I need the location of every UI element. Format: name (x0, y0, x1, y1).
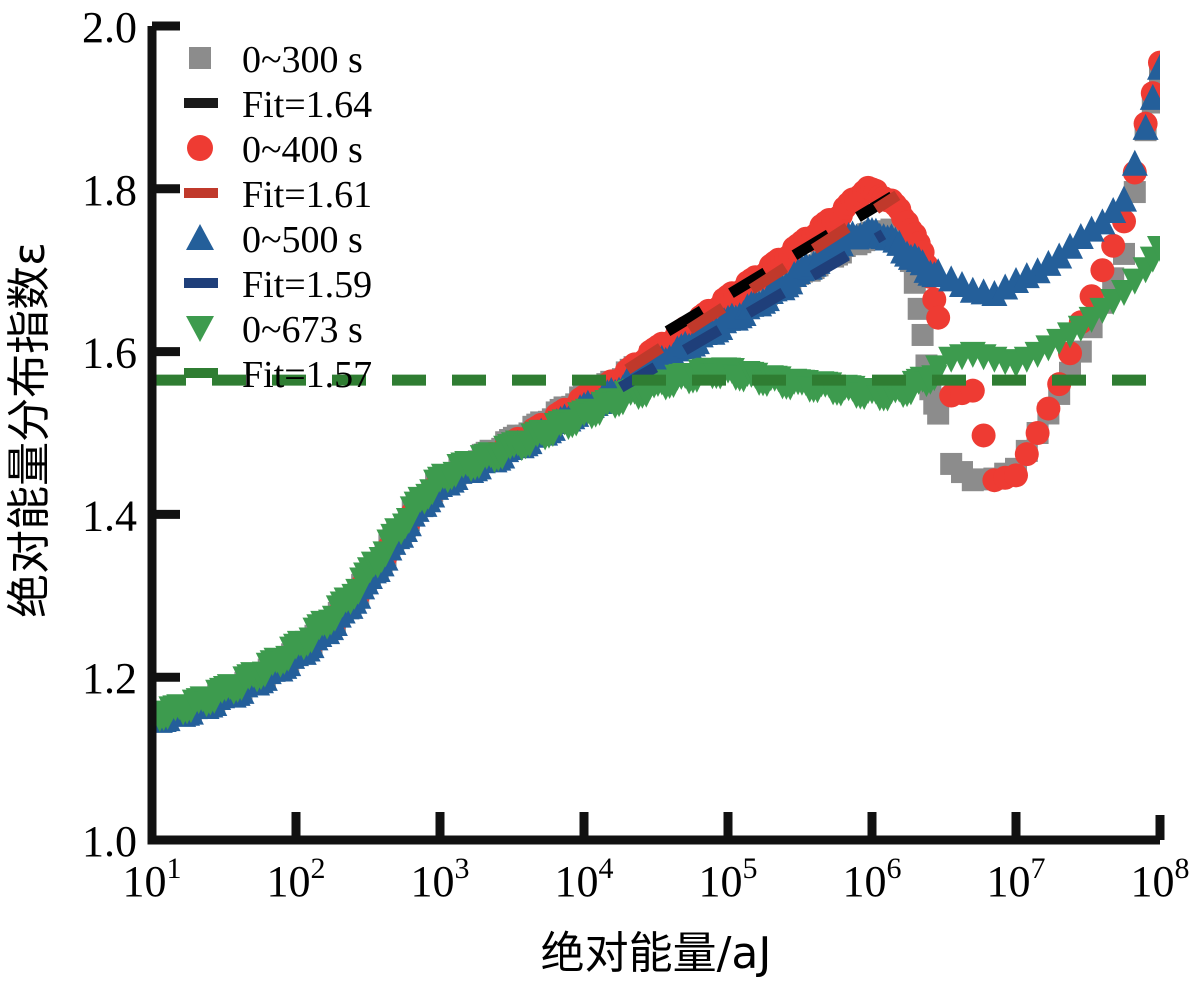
legend-item-4[interactable]: Fit=1.61 (184, 174, 372, 216)
data-point-triangle-up (1111, 185, 1137, 212)
data-point-triangle-up (1121, 149, 1148, 176)
data-point-triangle-down (1111, 279, 1137, 306)
y-tick-label: 2.0 (82, 3, 137, 52)
legend-label: Fit=1.61 (242, 174, 372, 216)
data-point-circle (1036, 396, 1061, 421)
data-point-triangle-down (1147, 236, 1160, 263)
legend-item-1[interactable]: 0~300 s (189, 39, 363, 81)
legend-item-6[interactable]: Fit=1.59 (184, 264, 372, 306)
x-axis-tick-labels: 101 102 103 104 105 106 107 108 (123, 852, 1190, 906)
x-tick-label: 108 (1131, 852, 1190, 906)
y-axis-tick-labels: 2.0 1.8 1.6 1.4 1.2 1.0 (82, 3, 137, 866)
legend-item-8[interactable]: Fit=1.57 (184, 354, 372, 396)
legend-item-5[interactable]: 0~500 s (186, 219, 363, 261)
legend-label: Fit=1.64 (242, 84, 372, 126)
legend-item-7[interactable]: 0~673 s (186, 309, 363, 351)
data-point-triangle-up (1078, 215, 1105, 242)
data-point-square (911, 323, 934, 346)
data-point-triangle-down (1121, 268, 1148, 295)
legend-label: Fit=1.57 (242, 354, 372, 396)
fit-line-2 (624, 190, 901, 375)
data-point-triangle-up (1067, 223, 1094, 250)
legend-label: 0~500 s (242, 219, 363, 261)
data-point-triangle-up (1024, 257, 1051, 284)
x-tick-label: 102 (267, 852, 326, 906)
data-point-circle (1058, 341, 1082, 366)
data-point-square (927, 402, 950, 425)
y-axis-title: 绝对能量分布指数ε (4, 242, 55, 618)
data-point-circle (971, 423, 996, 448)
data-point-triangle-up (1147, 53, 1160, 80)
x-tick-label: 106 (843, 852, 902, 906)
legend-label: Fit=1.59 (242, 264, 372, 306)
x-axis-ticks (291, 812, 1021, 840)
data-point-circle (1101, 233, 1126, 258)
x-tick-label: 101 (123, 852, 182, 906)
data-point-circle (926, 305, 951, 330)
fit-line-3 (617, 229, 887, 393)
data-point-triangle-up (992, 273, 1019, 300)
data-point-circle (1014, 442, 1039, 467)
x-axis-title: 绝对能量/aJ (541, 928, 772, 979)
legend-triangle-up-marker (186, 224, 214, 250)
y-axis-ticks (152, 184, 180, 682)
data-point-triangle-up (1035, 249, 1062, 276)
data-point-circle (1090, 258, 1115, 283)
data-point-triangle-up (1132, 113, 1159, 140)
fit-lines-layer (152, 184, 1160, 393)
legend-triangle-down-marker (186, 316, 214, 342)
x-tick-label: 103 (411, 852, 470, 906)
data-point-triangle-up (981, 279, 1008, 306)
legend-label: 0~400 s (242, 129, 363, 171)
y-tick-label: 1.6 (82, 329, 137, 378)
y-tick-label: 1.2 (82, 654, 137, 703)
fit-line-1 (664, 184, 909, 336)
data-point-triangle-down (1139, 246, 1160, 273)
data-point-circle (1004, 463, 1028, 488)
x-tick-label: 107 (987, 852, 1046, 906)
legend-label: 0~673 s (242, 309, 363, 351)
legend-circle-marker (187, 135, 213, 161)
legend-item-3[interactable]: 0~400 s (187, 129, 363, 171)
data-point-circle (1025, 421, 1050, 445)
legend-item-2[interactable]: Fit=1.64 (184, 84, 372, 126)
x-tick-label: 104 (555, 852, 614, 906)
y-tick-label: 1.8 (82, 166, 137, 215)
x-tick-label: 105 (699, 852, 758, 906)
legend-label: 0~300 s (242, 39, 363, 81)
data-point-circle (922, 287, 947, 312)
legend-square-marker (189, 47, 211, 69)
data-series-layer (152, 50, 1160, 733)
data-point-circle (960, 378, 985, 403)
data-point-triangle-up (1139, 83, 1160, 110)
y-tick-label: 1.4 (82, 491, 137, 540)
data-point-triangle-up (925, 258, 952, 285)
axis-frame (147, 21, 1165, 845)
data-point-triangle-down (925, 355, 952, 382)
y-tick-label: 1.0 (82, 817, 137, 866)
